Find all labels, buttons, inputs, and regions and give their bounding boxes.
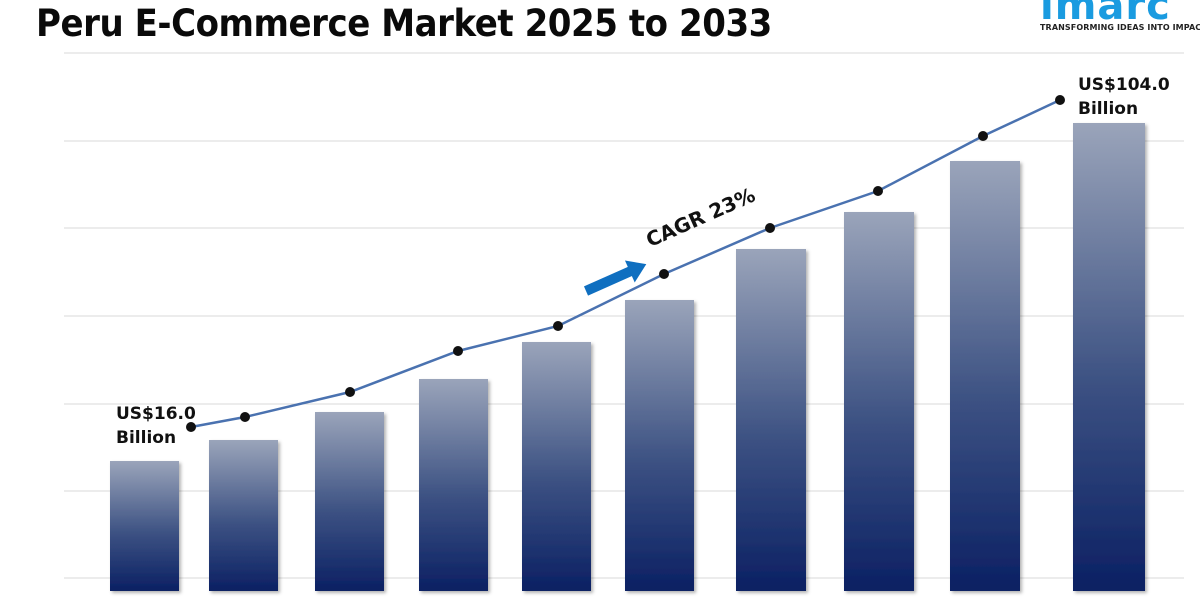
start-value-label: US$16.0 Billion xyxy=(116,402,196,450)
start-value: US$16.0 xyxy=(116,404,196,424)
end-unit: Billion xyxy=(1078,99,1139,119)
logo-tagline: TRANSFORMING IDEAS INTO IMPACT xyxy=(1040,23,1200,32)
bar-2031 xyxy=(844,212,914,591)
bar-2030 xyxy=(736,249,806,591)
bar-2027 xyxy=(419,379,488,591)
bar-2024 xyxy=(110,461,179,591)
page-title: Peru E-Commerce Market 2025 to 2033 xyxy=(36,2,772,45)
start-unit: Billion xyxy=(116,428,177,448)
end-value-label: US$104.0 Billion xyxy=(1078,73,1170,121)
bar-2032 xyxy=(950,161,1020,591)
bar-2029 xyxy=(625,300,694,591)
bar-2026 xyxy=(315,412,384,591)
bar-2028 xyxy=(522,342,591,591)
logo-wordmark: imarc xyxy=(1040,0,1171,29)
bar-2033 xyxy=(1073,123,1145,591)
bar-2025 xyxy=(209,440,278,591)
bars xyxy=(110,123,1145,591)
imarc-logo: imarc TRANSFORMING IDEAS INTO IMPACT xyxy=(1040,0,1200,32)
trend-line xyxy=(190,98,1061,429)
growth-arrow-icon xyxy=(583,260,647,296)
trend-points xyxy=(186,95,1065,432)
end-value: US$104.0 xyxy=(1078,75,1170,95)
